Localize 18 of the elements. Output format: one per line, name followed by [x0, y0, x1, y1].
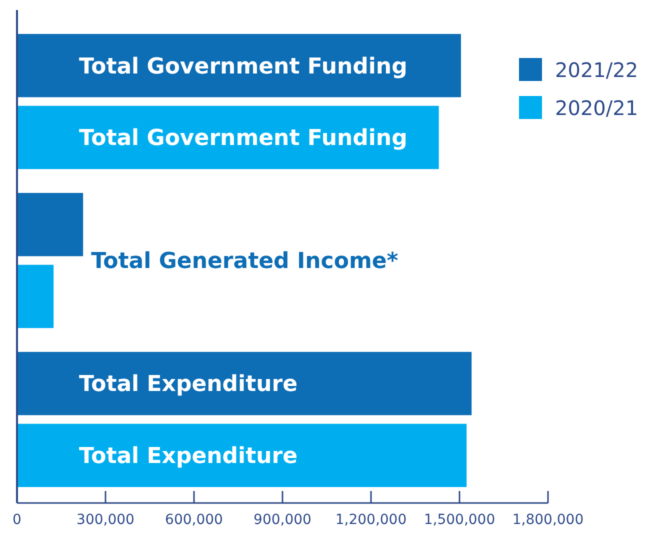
x-tick-label: 900,000	[254, 512, 312, 528]
x-tick-label: 300,000	[76, 512, 134, 528]
x-tick-label: 1,800,000	[512, 512, 584, 528]
y-tick-label: Total Generated Income*	[91, 249, 399, 274]
y-tick-label: Total Government Funding	[79, 126, 408, 152]
legend-label: 2021/22	[555, 58, 638, 82]
bar	[17, 352, 472, 416]
x-tick-label: 0	[12, 512, 22, 528]
y-tick-label: Total Expenditure	[79, 444, 298, 470]
bar	[17, 264, 54, 328]
bar	[17, 192, 84, 256]
bar	[17, 106, 439, 170]
bar	[17, 34, 461, 98]
x-tick-label: 1,200,000	[335, 512, 407, 528]
x-tick-label: 600,000	[165, 512, 223, 528]
legend-label: 2020/21	[555, 96, 638, 120]
bar	[17, 424, 467, 488]
x-tick-label: 1,500,000	[424, 512, 496, 528]
